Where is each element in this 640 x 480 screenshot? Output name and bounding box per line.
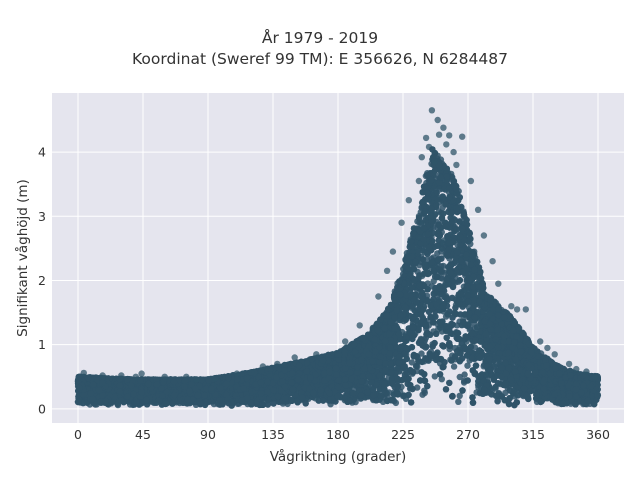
data-point bbox=[438, 376, 445, 383]
data-point bbox=[461, 371, 468, 378]
data-points bbox=[74, 107, 602, 409]
chart-title-line-1: År 1979 - 2019 bbox=[261, 29, 379, 47]
data-point bbox=[431, 373, 438, 380]
data-point bbox=[455, 398, 462, 405]
chart-title-line-2: Koordinat (Sweref 99 TM): E 356626, N 62… bbox=[132, 50, 508, 68]
data-point bbox=[408, 359, 416, 366]
data-point bbox=[419, 391, 426, 398]
chart-title: År 1979 - 2019 Koordinat (Sweref 99 TM):… bbox=[0, 28, 640, 70]
data-point bbox=[418, 350, 425, 357]
data-point bbox=[450, 363, 458, 370]
data-point bbox=[456, 373, 463, 381]
data-point bbox=[456, 392, 463, 399]
data-point bbox=[464, 362, 471, 369]
